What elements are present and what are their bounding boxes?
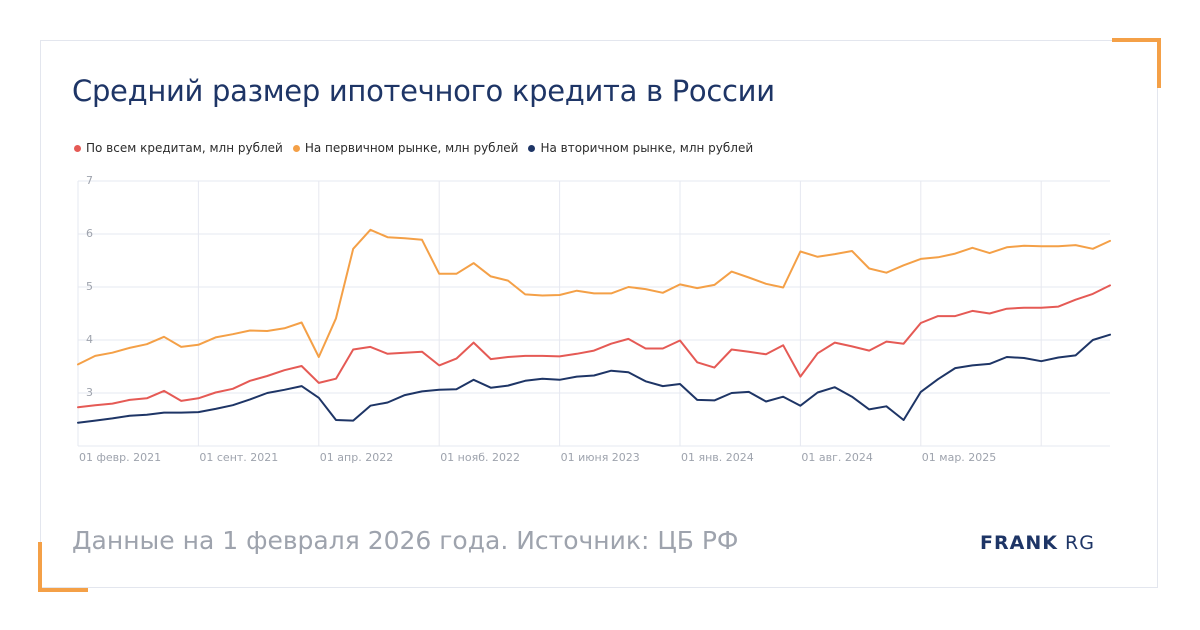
x-tick-label: 01 мар. 2025 (922, 451, 997, 464)
logo-bold-part: FRANK (980, 532, 1058, 554)
y-tick-label: 5 (86, 280, 93, 293)
frank-rg-logo: FRANK RG (980, 532, 1095, 554)
x-tick-label: 01 февр. 2021 (79, 451, 161, 464)
footer-source: Данные на 1 февраля 2026 года. Источник:… (72, 526, 739, 555)
series-line-1 (77, 228, 1111, 366)
legend-label-all: По всем кредитам, млн рублей (86, 141, 283, 155)
legend-item-primary: На первичном рынке, млн рублей (292, 141, 519, 155)
x-tick-label: 01 сент. 2021 (199, 451, 278, 464)
legend-marker-primary (292, 144, 300, 152)
legend-item-all: По всем кредитам, млн рублей (74, 141, 283, 155)
x-tick-label: 01 авг. 2024 (801, 451, 872, 464)
series-line-2 (77, 333, 1111, 424)
legend-label-primary: На первичном рынке, млн рублей (304, 141, 519, 155)
y-tick-label: 6 (86, 227, 93, 240)
x-tick-label: 01 июня 2023 (561, 451, 640, 464)
legend-marker-secondary (528, 144, 536, 152)
corner-accent-top-right (1157, 38, 1161, 88)
legend-marker-all (74, 144, 81, 152)
y-tick-label: 3 (86, 386, 93, 399)
y-tick-label: 4 (86, 333, 93, 346)
chart-title: Средний размер ипотечного кредита в Росс… (72, 74, 775, 108)
series-line-0 (77, 284, 1111, 409)
logo-light-part: RG (1065, 532, 1095, 554)
x-tick-label: 01 янв. 2024 (681, 451, 754, 464)
x-tick-label: 01 нояб. 2022 (440, 451, 520, 464)
x-tick-label: 01 апр. 2022 (320, 451, 393, 464)
corner-accent-top-right (1112, 38, 1161, 42)
legend-item-secondary: На вторичном рынке, млн рублей (528, 141, 753, 155)
legend-label-secondary: На вторичном рынке, млн рублей (540, 141, 754, 155)
y-tick-label: 7 (86, 174, 93, 187)
chart-legend: По всем кредитам, млн рублей На первично… (74, 141, 753, 155)
chart-card (40, 40, 1158, 588)
corner-accent-bottom-left (38, 542, 42, 592)
corner-accent-bottom-left (38, 588, 88, 592)
